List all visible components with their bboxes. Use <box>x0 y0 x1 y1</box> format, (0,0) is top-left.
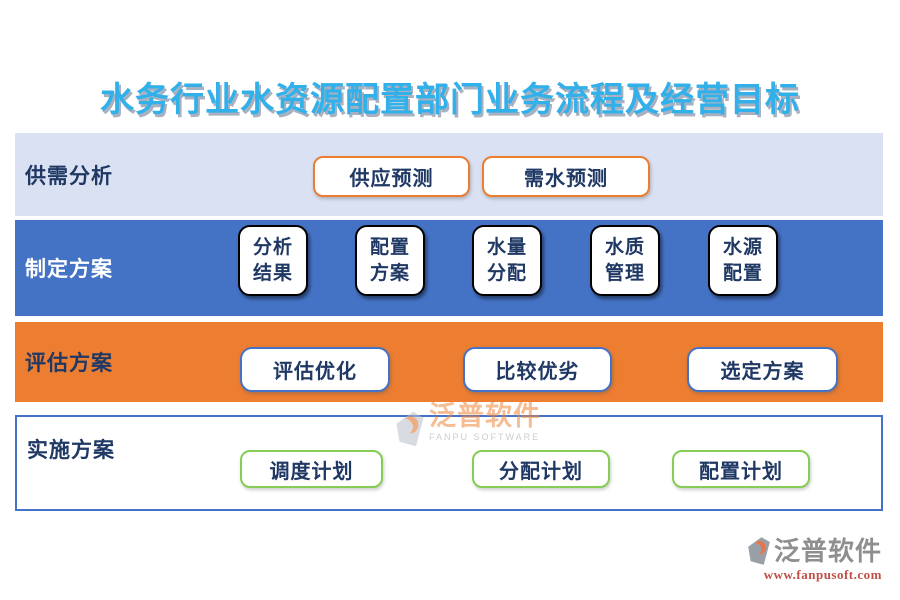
water-quantity-allocation-button[interactable]: 水量分配 <box>472 225 542 296</box>
select-plan-button[interactable]: 选定方案 <box>687 347 838 392</box>
footer-watermark: 泛普软件 www.fanpusoft.com <box>747 536 882 583</box>
compare-pros-cons-button[interactable]: 比较优劣 <box>463 347 612 392</box>
row-plan-formulation: 制定方案 分析结果 配置方案 水量分配 水质管理 水源配置 <box>15 220 883 316</box>
row-plan-implementation: 实施方案 调度计划 分配计划 配置计划 <box>15 415 883 511</box>
supply-forecast-button[interactable]: 供应预测 <box>313 156 470 197</box>
row-label-plan-implementation: 实施方案 <box>27 439 115 462</box>
analysis-result-button[interactable]: 分析结果 <box>238 225 308 296</box>
distribution-plan-button[interactable]: 分配计划 <box>472 450 610 488</box>
row-label-plan-evaluation: 评估方案 <box>25 352 113 375</box>
water-source-allocation-button[interactable]: 水源配置 <box>708 225 778 296</box>
footer-url-text: www.fanpusoft.com <box>763 567 882 582</box>
allocation-schedule-button[interactable]: 配置计划 <box>672 450 810 488</box>
water-demand-forecast-button[interactable]: 需水预测 <box>482 156 650 197</box>
page-title: 水务行业水资源配置部门业务流程及经营目标 <box>100 81 800 119</box>
evaluate-optimize-button[interactable]: 评估优化 <box>240 347 390 392</box>
footer-brand-text: 泛普软件 <box>773 536 882 566</box>
water-quality-management-button[interactable]: 水质管理 <box>590 225 660 296</box>
row-plan-evaluation: 评估方案 评估优化 比较优劣 选定方案 <box>15 322 883 402</box>
scheduling-plan-button[interactable]: 调度计划 <box>240 450 383 488</box>
row-label-supply-demand: 供需分析 <box>25 164 113 188</box>
fanpu-footer-logo-icon <box>748 537 770 565</box>
allocation-plan-button[interactable]: 配置方案 <box>355 225 425 296</box>
row-label-plan-formulation: 制定方案 <box>25 258 113 281</box>
row-supply-demand-analysis: 供需分析 供应预测 需水预测 <box>15 133 883 216</box>
